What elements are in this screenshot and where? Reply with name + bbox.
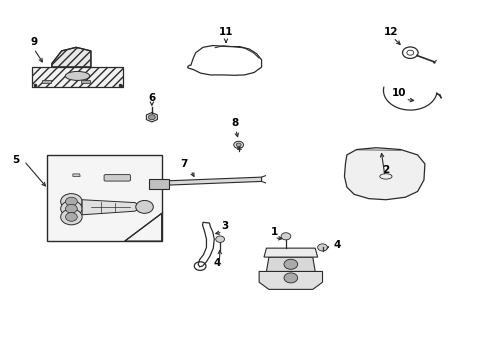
Circle shape — [233, 141, 243, 148]
Polygon shape — [149, 179, 168, 189]
Circle shape — [236, 143, 241, 147]
Circle shape — [281, 233, 290, 240]
Text: 9: 9 — [30, 37, 38, 47]
Polygon shape — [73, 174, 80, 176]
Text: 5: 5 — [12, 155, 19, 165]
Text: 6: 6 — [148, 93, 155, 103]
Circle shape — [65, 197, 77, 206]
Polygon shape — [32, 67, 122, 87]
Polygon shape — [146, 113, 157, 122]
Circle shape — [284, 259, 297, 269]
Circle shape — [61, 201, 82, 217]
Text: 1: 1 — [270, 227, 278, 237]
Polygon shape — [152, 177, 261, 186]
Text: 3: 3 — [221, 221, 228, 231]
Circle shape — [215, 236, 224, 242]
Polygon shape — [264, 248, 317, 257]
Circle shape — [61, 194, 82, 210]
Bar — [42, 80, 51, 83]
Text: 12: 12 — [383, 27, 397, 37]
Polygon shape — [82, 200, 142, 215]
FancyBboxPatch shape — [104, 175, 130, 181]
Circle shape — [65, 204, 77, 213]
Circle shape — [284, 273, 297, 283]
Text: 7: 7 — [180, 159, 187, 169]
Polygon shape — [344, 148, 424, 200]
Bar — [47, 155, 161, 241]
Ellipse shape — [65, 71, 89, 80]
Text: 4: 4 — [332, 240, 340, 250]
Circle shape — [406, 50, 413, 55]
Text: 2: 2 — [382, 165, 389, 175]
Polygon shape — [52, 47, 91, 67]
Text: 4: 4 — [214, 258, 221, 268]
Polygon shape — [259, 271, 322, 289]
Text: 10: 10 — [391, 88, 406, 98]
Circle shape — [65, 213, 77, 221]
Bar — [81, 80, 90, 83]
Circle shape — [148, 115, 155, 120]
Circle shape — [136, 201, 153, 213]
Circle shape — [61, 209, 82, 225]
Polygon shape — [266, 257, 315, 271]
Text: 8: 8 — [231, 118, 238, 128]
Polygon shape — [124, 213, 161, 241]
Text: 11: 11 — [218, 27, 233, 37]
Circle shape — [317, 244, 327, 251]
